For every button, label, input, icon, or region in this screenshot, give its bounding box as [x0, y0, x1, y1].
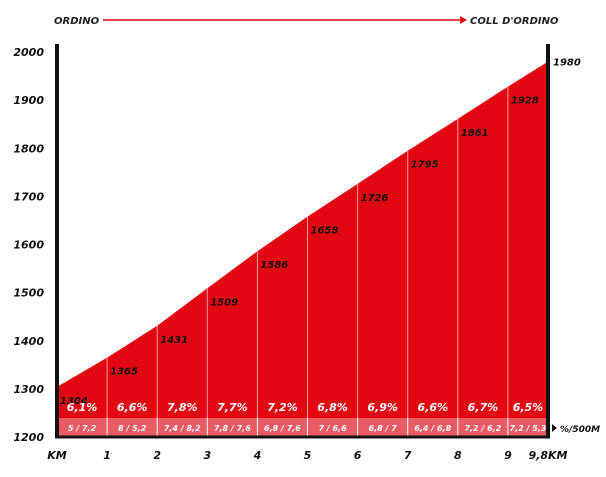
km-gridlines — [106, 86, 509, 418]
gradient-label: 7,2% — [267, 401, 298, 414]
gradient-500m-separators — [106, 418, 509, 437]
elevation-label: 1509 — [210, 297, 238, 308]
x-tick-label: 5 — [304, 449, 312, 462]
x-tick-label: 7 — [404, 449, 412, 462]
y-tick-label: 1900 — [13, 94, 44, 107]
gradient-label: 6,5% — [513, 401, 544, 414]
elevation-label: 1928 — [511, 96, 539, 107]
gradient-500m-label: 7,2 / 6,2 — [464, 424, 501, 433]
gradient-label: 6,6% — [418, 401, 449, 414]
gradient-labels: 6,1% 6,6% 7,8% 7,7% 7,2% 6,8% 6,9% 6,6% 6,7% 6,5% — [67, 401, 543, 414]
gradient-label: 6,1% — [67, 401, 98, 414]
elevation-area — [57, 61, 548, 437]
x-tick-label: 3 — [203, 449, 211, 462]
elevation-label: 1980 — [553, 58, 581, 69]
elevation-label: 1365 — [110, 367, 138, 378]
y-tick-label: 1800 — [13, 142, 44, 155]
gradient-500m-labels: 5 / 7,2 8 / 5,2 7,4 / 8,2 7,8 / 7,6 6,8 / 7,… — [68, 424, 547, 433]
gradient-500m-band — [57, 418, 548, 437]
gradient-500m-label: 7,8 / 7,6 — [214, 424, 251, 433]
gradient-label: 7,8% — [167, 401, 198, 414]
x-tick-label: 8 — [454, 449, 462, 462]
route-start-label: ORDINO — [54, 16, 100, 27]
gradient-label: 6,9% — [367, 401, 398, 414]
x-tick-label: 1 — [103, 449, 111, 462]
y-tick-label: 1600 — [13, 239, 44, 252]
gradient-unit-label: %/500M — [560, 425, 600, 435]
elevation-label: 1795 — [411, 160, 439, 171]
gradient-500m-label: 7 / 6,6 — [318, 424, 347, 433]
x-tick-label: 9,8KM — [529, 449, 568, 462]
gradient-500m-label: 8 / 5,2 — [118, 424, 147, 433]
gradient-label: 6,7% — [468, 401, 499, 414]
gradient-500m-label: 7,4 / 8,2 — [164, 424, 201, 433]
y-tick-label: 2000 — [13, 46, 44, 59]
elevation-label: 1431 — [160, 335, 188, 346]
elevation-label: 1726 — [361, 193, 389, 204]
y-tick-label: 1500 — [13, 287, 44, 300]
gradient-500m-label: 7,2 / 5,3 — [510, 424, 547, 433]
route-arrow-icon — [460, 16, 467, 24]
elevation-label: 1586 — [260, 260, 288, 271]
y-tick-label: 1400 — [13, 335, 44, 348]
elevation-label: 1658 — [311, 226, 339, 237]
x-tick-label: 6 — [354, 449, 362, 462]
elevation-label: 1304 — [60, 396, 88, 407]
y-tick-label: 1700 — [13, 190, 44, 203]
y-tick-label: 1200 — [13, 431, 44, 444]
elevation-labels: 1304 1365 1431 1509 1586 1658 1726 1795 1861 1928… — [60, 58, 581, 407]
elevation-label: 1861 — [461, 128, 489, 139]
x-tick-labels: KM 1 2 3 4 5 6 7 8 9 9,8KM — [47, 449, 567, 462]
x-tick-label: KM — [47, 449, 67, 462]
gradient-label: 6,8% — [317, 401, 348, 414]
gradient-label: 6,6% — [117, 401, 148, 414]
gradient-500m-label: 6,8 / 7,6 — [264, 424, 301, 433]
x-tick-label: 4 — [253, 449, 262, 462]
x-tick-label: 9 — [504, 449, 512, 462]
gradient-unit-arrow-icon — [552, 424, 557, 432]
gradient-500m-label: 6,8 / 7 — [369, 424, 398, 433]
x-tick-label: 2 — [153, 449, 161, 462]
y-tick-labels: 1200 1300 1400 1500 1600 1700 1800 1900 2000 — [13, 46, 44, 444]
y-tick-label: 1300 — [13, 383, 44, 396]
gradient-label: 7,7% — [217, 401, 248, 414]
gradient-500m-label: 5 / 7,2 — [68, 424, 97, 433]
gradient-500m-label: 6,4 / 6,8 — [414, 424, 451, 433]
route-end-label: COLL D'ORDINO — [470, 16, 559, 27]
